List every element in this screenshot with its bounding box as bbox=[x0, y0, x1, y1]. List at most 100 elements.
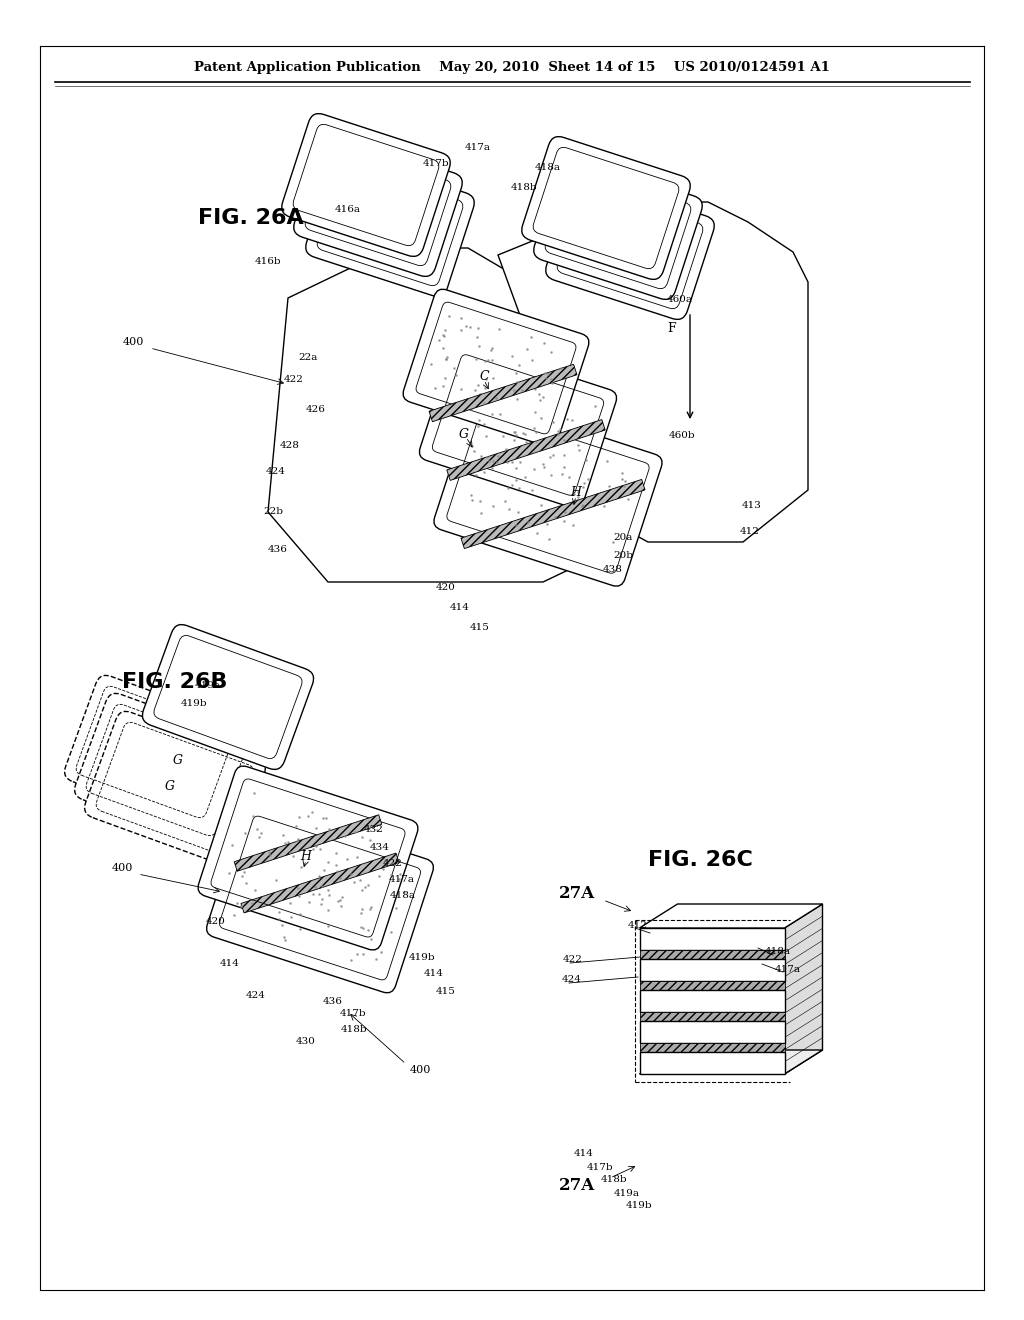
Text: 418b: 418b bbox=[341, 1024, 368, 1034]
FancyBboxPatch shape bbox=[207, 803, 433, 993]
Text: 417a: 417a bbox=[775, 965, 801, 974]
Text: 424: 424 bbox=[562, 975, 582, 985]
Polygon shape bbox=[640, 904, 822, 928]
FancyBboxPatch shape bbox=[282, 114, 451, 256]
Text: 20b: 20b bbox=[613, 550, 633, 560]
Text: 432: 432 bbox=[365, 825, 384, 834]
Polygon shape bbox=[461, 479, 645, 549]
Text: Patent Application Publication    May 20, 2010  Sheet 14 of 15    US 2010/012459: Patent Application Publication May 20, 2… bbox=[195, 62, 829, 74]
Text: H: H bbox=[301, 850, 311, 863]
Polygon shape bbox=[640, 1049, 822, 1074]
Text: 419a: 419a bbox=[195, 681, 221, 689]
Text: 418b: 418b bbox=[601, 1176, 628, 1184]
Polygon shape bbox=[234, 814, 382, 871]
FancyBboxPatch shape bbox=[403, 289, 589, 446]
Text: 412: 412 bbox=[628, 920, 648, 929]
Text: 414: 414 bbox=[220, 960, 240, 969]
Text: 414: 414 bbox=[451, 602, 470, 611]
FancyBboxPatch shape bbox=[142, 624, 313, 770]
Polygon shape bbox=[640, 928, 784, 950]
Text: 422: 422 bbox=[383, 859, 402, 869]
Text: G: G bbox=[173, 754, 183, 767]
Text: 419b: 419b bbox=[409, 953, 435, 961]
Text: 420: 420 bbox=[436, 583, 456, 593]
Text: 460b: 460b bbox=[669, 432, 695, 441]
Text: 417a: 417a bbox=[465, 144, 490, 153]
FancyBboxPatch shape bbox=[420, 342, 616, 508]
Text: 460a: 460a bbox=[667, 296, 693, 305]
Text: 420: 420 bbox=[206, 917, 226, 927]
Text: 20a: 20a bbox=[613, 532, 633, 541]
Text: 417a: 417a bbox=[389, 875, 415, 884]
Text: F: F bbox=[668, 322, 676, 334]
Polygon shape bbox=[241, 853, 399, 913]
Polygon shape bbox=[640, 1052, 784, 1074]
FancyBboxPatch shape bbox=[198, 766, 418, 950]
Text: FIG. 26A: FIG. 26A bbox=[198, 209, 304, 228]
Text: G: G bbox=[165, 780, 175, 793]
Polygon shape bbox=[784, 904, 822, 1074]
Text: 27A: 27A bbox=[559, 1176, 595, 1193]
Polygon shape bbox=[640, 1043, 784, 1052]
Polygon shape bbox=[640, 1012, 784, 1020]
Text: 424: 424 bbox=[266, 467, 286, 477]
FancyBboxPatch shape bbox=[306, 153, 474, 297]
Text: 417b: 417b bbox=[423, 160, 450, 169]
Text: 422: 422 bbox=[284, 375, 304, 384]
Text: 434: 434 bbox=[370, 842, 390, 851]
Polygon shape bbox=[429, 364, 577, 421]
Text: 436: 436 bbox=[323, 998, 343, 1006]
FancyBboxPatch shape bbox=[546, 177, 715, 319]
Text: C: C bbox=[479, 371, 488, 384]
Text: 418b: 418b bbox=[511, 183, 538, 193]
FancyBboxPatch shape bbox=[434, 397, 663, 586]
Text: 438: 438 bbox=[603, 565, 623, 574]
Text: 428: 428 bbox=[280, 441, 300, 450]
Text: 22b: 22b bbox=[263, 507, 283, 516]
FancyBboxPatch shape bbox=[75, 693, 255, 846]
FancyBboxPatch shape bbox=[85, 711, 265, 865]
Text: 418a: 418a bbox=[765, 948, 791, 957]
Text: 418a: 418a bbox=[390, 891, 416, 900]
Text: 22a: 22a bbox=[298, 354, 317, 363]
Text: 412: 412 bbox=[740, 528, 760, 536]
Text: 417b: 417b bbox=[340, 1010, 367, 1019]
Polygon shape bbox=[640, 960, 784, 981]
Polygon shape bbox=[498, 202, 808, 543]
Text: 417b: 417b bbox=[587, 1163, 613, 1172]
Text: 400: 400 bbox=[112, 863, 133, 873]
Text: 430: 430 bbox=[296, 1038, 316, 1047]
Polygon shape bbox=[640, 1020, 784, 1043]
Text: H: H bbox=[570, 486, 582, 499]
FancyBboxPatch shape bbox=[65, 676, 246, 829]
FancyBboxPatch shape bbox=[522, 136, 690, 280]
Text: 419a: 419a bbox=[614, 1188, 640, 1197]
Text: 27A: 27A bbox=[559, 884, 595, 902]
Text: 416a: 416a bbox=[335, 205, 361, 214]
Text: FIG. 26C: FIG. 26C bbox=[648, 850, 753, 870]
Text: 415: 415 bbox=[470, 623, 489, 631]
Polygon shape bbox=[640, 950, 784, 960]
FancyBboxPatch shape bbox=[294, 133, 462, 276]
Text: 414: 414 bbox=[424, 969, 444, 978]
Text: 424: 424 bbox=[246, 990, 266, 999]
Text: FIG. 26B: FIG. 26B bbox=[122, 672, 227, 692]
Polygon shape bbox=[446, 420, 605, 480]
Polygon shape bbox=[268, 248, 648, 582]
Text: 436: 436 bbox=[268, 545, 288, 554]
FancyBboxPatch shape bbox=[534, 157, 702, 300]
Polygon shape bbox=[640, 981, 784, 990]
Text: 413: 413 bbox=[742, 500, 762, 510]
Text: 419b: 419b bbox=[626, 1200, 652, 1209]
Text: G: G bbox=[459, 428, 469, 441]
Text: 419b: 419b bbox=[180, 700, 207, 709]
Text: 418a: 418a bbox=[535, 162, 561, 172]
Text: 400: 400 bbox=[122, 337, 143, 347]
Text: 422: 422 bbox=[563, 956, 583, 965]
Text: 426: 426 bbox=[306, 405, 326, 414]
Text: 416b: 416b bbox=[255, 257, 282, 267]
Text: 415: 415 bbox=[436, 987, 456, 997]
Polygon shape bbox=[640, 990, 784, 1012]
Text: 400: 400 bbox=[410, 1065, 431, 1074]
Text: 414: 414 bbox=[574, 1148, 594, 1158]
